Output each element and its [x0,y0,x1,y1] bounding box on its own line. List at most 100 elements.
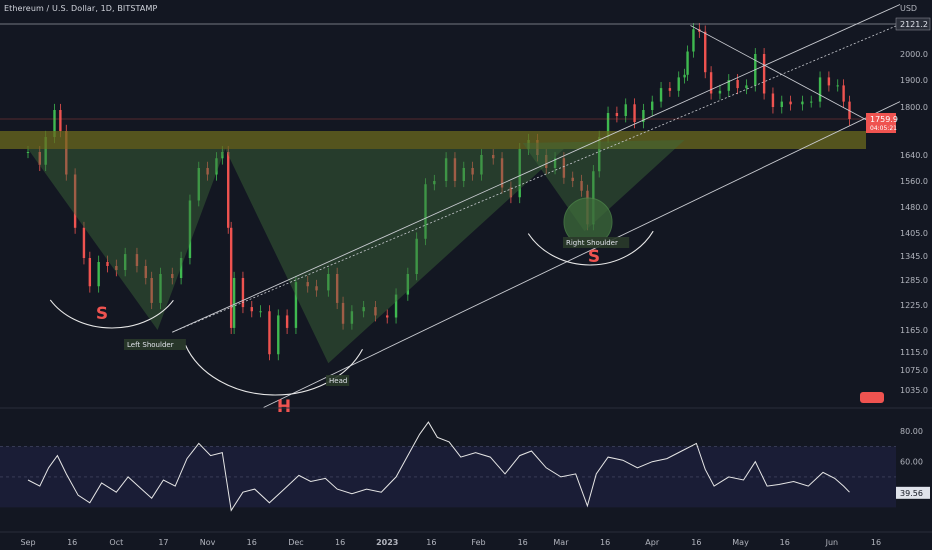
candle-body [500,158,504,188]
candle-body [150,278,153,303]
candle-body [144,266,147,278]
candle-body [562,158,566,178]
rsi-pane[interactable] [0,407,932,512]
candle-body [509,187,513,198]
candle-body [88,258,92,287]
head-h-label: H [277,397,291,417]
candle-body [315,286,318,291]
time-tick-label: 16 [247,538,257,547]
candle-body [221,152,224,159]
time-tick-label: 2023 [376,538,398,547]
candle-body [677,77,680,91]
candle-body [624,104,627,116]
candle-body [241,278,245,308]
channel-upper-line [172,4,901,333]
candle-body [97,262,100,287]
time-tick-label: 16 [426,538,436,547]
right-s-label: S [588,247,600,267]
candle-body [462,168,465,181]
price-tick-label: 1115.0 [900,348,928,357]
price-tick-label: 1345.0 [900,252,928,261]
candle-body [215,158,218,175]
candle-body [842,85,845,102]
price-pane[interactable] [26,23,851,361]
candle-body [848,101,851,119]
candle-body [73,174,77,228]
candle-body [38,152,41,165]
candle-body [762,54,766,94]
right-shoulder-label-text: Right Shoulder [566,239,618,247]
head-cup-arc [184,344,363,396]
time-tick-label: Nov [200,538,216,547]
time-tick-label: 16 [518,538,528,547]
candle-body [553,158,557,168]
right-shoulder-triangle [522,140,685,232]
rsi-last-badge [896,486,930,499]
candle-body [285,315,289,328]
candle-body [415,238,418,274]
head-label: Head [326,375,350,386]
price-tick-label: 1285.0 [900,276,928,285]
candle-body [592,171,595,225]
candle-body [818,77,822,102]
price-tick-label: 1900.0 [900,76,928,85]
candle-body [780,101,783,107]
candle-body [386,315,389,318]
price-tick-label: 1640.0 [900,151,928,160]
candle-body [642,110,645,122]
candle-body [65,131,68,175]
candle-body [633,104,636,122]
price-tick-label: 1800.0 [900,103,928,112]
candle-body [668,88,672,91]
last-price-countdown: 04:05:21 [870,125,897,132]
time-tick-label: 16 [600,538,610,547]
candle-body [789,101,792,105]
candle-body [736,80,739,89]
right-shoulder-label-bg [563,237,630,248]
last-price-text: 1759.9 [870,115,898,124]
candle-body [444,158,448,181]
candle-body [106,262,109,266]
left-shoulder-label-text: Left Shoulder [127,341,174,349]
candle-body [159,274,162,303]
resistance-zone [0,131,866,149]
candle-body [44,137,47,165]
candle-body [53,110,56,137]
candle-body [433,181,436,185]
time-tick-label: May [732,538,749,547]
candle-body [571,177,574,181]
price-tick-label: 1165.0 [900,326,928,335]
rsi-line [27,421,850,512]
candle-body [709,72,713,94]
candle-body [374,307,377,316]
ath-price-badge [895,17,931,31]
candle-body [227,152,230,228]
last-price-badge [866,113,896,133]
candle-body [827,77,831,86]
time-tick-label: 17 [158,538,168,547]
candle-body [232,278,236,328]
candle-body [394,294,398,318]
time-tick-label: Oct [109,538,123,547]
price-tick-label: 1560.0 [900,177,928,186]
left-shoulder-label-bg [124,339,186,350]
candle-body [606,113,610,137]
candle-body [453,158,457,181]
time-tick-label: Mar [553,538,569,547]
candle-body [341,302,345,324]
time-tick-label: 16 [691,538,701,547]
time-tick-label: 16 [335,538,345,547]
candle-body [135,254,139,266]
candle-body [836,85,839,87]
symbol-title: Ethereum / U.S. Dollar, 1D, BITSTAMP [4,4,158,13]
time-tick-label: Apr [645,538,660,547]
channel-lower-line [263,101,901,408]
rsi-tick-label: 80.00 [900,427,923,436]
left-shoulder-label: Left Shoulder [124,339,186,350]
candle-body [294,282,298,328]
candle-body [810,101,813,103]
candle-body [277,315,280,355]
candle-body [704,31,707,73]
